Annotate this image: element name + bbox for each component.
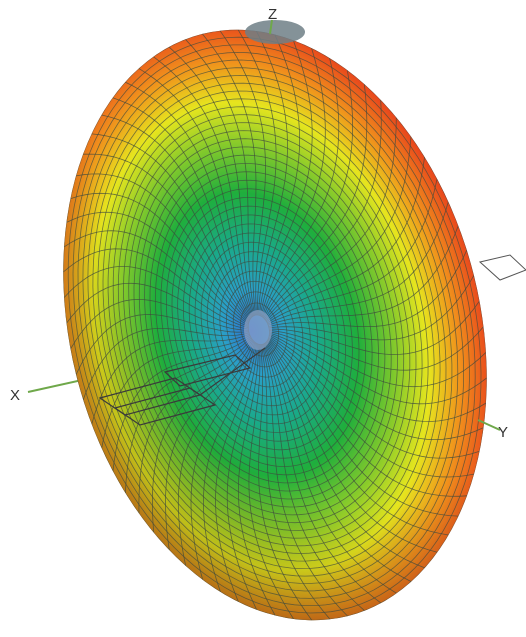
mesh-ring-line: [213, 260, 311, 397]
mesh-radial-line: [262, 344, 365, 611]
mesh-ring-line: [102, 90, 441, 562]
mesh-radial-line: [266, 341, 438, 553]
mesh-ring-line: [177, 205, 353, 451]
mesh-ring-line: [226, 280, 296, 378]
mesh-radial-line: [263, 343, 382, 604]
mesh-radial-line: [264, 117, 397, 321]
mesh-ring-line: [171, 197, 360, 459]
mesh-radial-line: [190, 342, 256, 581]
mesh-ring-line: [67, 36, 482, 614]
mesh-radial-line: [261, 344, 348, 617]
mesh-radial-line: [259, 40, 313, 316]
mesh-ring-line: [87, 67, 459, 584]
mesh-radial-line: [202, 33, 257, 316]
mesh-radial-line: [261, 58, 340, 317]
top-pole-patch: [245, 20, 305, 44]
mesh-ring-line: [160, 179, 373, 476]
mesh-radial-line: [268, 250, 468, 327]
center-hole: [244, 310, 272, 350]
mesh-ring-line: [133, 138, 405, 516]
mesh-ring-line: [206, 251, 319, 407]
mesh-radial-line: [237, 29, 277, 316]
mesh-radial-line: [268, 275, 475, 341]
mesh-ring-line: [128, 130, 411, 524]
y-axis-line: [477, 254, 526, 431]
mesh-radial-line: [138, 68, 253, 317]
y-axis-label: Y: [498, 424, 508, 441]
mesh-ring-line: [154, 171, 379, 484]
mesh-ring-line: [200, 241, 326, 416]
xy-plane: [98, 347, 266, 426]
mesh-radial-line: [260, 344, 331, 620]
mesh-ring-line: [77, 51, 470, 599]
mesh-radial-line: [266, 340, 449, 536]
mesh-radial-line: [269, 335, 484, 441]
z-axis-line: [269, 19, 273, 35]
mesh-radial-line: [268, 338, 468, 497]
mesh-radial-line: [91, 133, 251, 321]
mesh-radial-line: [264, 342, 412, 582]
mesh-radial-line: [66, 211, 249, 325]
mesh-ring-line: [72, 44, 476, 606]
mesh-radial-line: [260, 47, 326, 317]
mesh-radial-line: [258, 34, 301, 316]
mesh-ring-line: [165, 188, 367, 467]
mesh-radial-line: [266, 156, 425, 323]
mesh-ring-line: [138, 146, 398, 508]
mesh-ring-line: [232, 291, 288, 368]
mesh-radial-line: [258, 344, 313, 621]
mesh-ring-line: [112, 106, 429, 547]
mesh-radial-line: [63, 266, 249, 329]
mesh-radial-line: [267, 201, 449, 325]
mesh-radial-line: [185, 39, 256, 316]
mesh-ring-line: [82, 59, 465, 592]
mesh-radial-line: [153, 56, 254, 317]
z-axis-label: Z: [268, 6, 277, 23]
mesh-radial-line: [101, 114, 251, 320]
mesh-ring-line: [123, 122, 417, 531]
mesh-ring-line: [188, 223, 340, 434]
mesh-radial-line: [263, 84, 368, 319]
surface-mesh: [62, 29, 488, 621]
mesh-radial-line: [219, 30, 266, 316]
mesh-radial-line: [125, 81, 253, 318]
mesh-ring-line: [92, 74, 453, 577]
mesh-ring-line: [144, 154, 392, 500]
mesh-ring-line: [107, 98, 435, 554]
mesh-ring-line: [240, 302, 279, 357]
mesh-radial-line: [168, 46, 255, 316]
mesh-radial-line: [248, 344, 294, 620]
mesh-radial-line: [256, 30, 288, 316]
mesh-radial-line: [266, 178, 438, 324]
mesh-radial-line: [112, 97, 252, 319]
mesh-ring-line: [219, 270, 304, 388]
mesh-radial-line: [101, 335, 251, 449]
mesh-radial-line: [82, 153, 250, 321]
mesh-radial-line: [267, 339, 459, 517]
mesh-radial-line: [265, 136, 412, 322]
x-axis-label: X: [10, 387, 20, 404]
mesh-radial-line: [264, 343, 397, 594]
mesh-ring-line: [97, 82, 447, 570]
mesh-radial-line: [269, 333, 487, 422]
mesh-radial-line: [268, 337, 475, 478]
mesh-ring-line: [149, 163, 386, 492]
mesh-radial-line: [269, 332, 487, 405]
mesh-radial-line: [265, 341, 425, 569]
mesh-ring-line: [117, 114, 423, 539]
mesh-ring-line: [194, 232, 333, 425]
mesh-radial-line: [269, 331, 487, 388]
mesh-radial-line: [268, 336, 480, 459]
mesh-ring-line: [183, 214, 346, 442]
mesh-radial-line: [238, 344, 276, 616]
